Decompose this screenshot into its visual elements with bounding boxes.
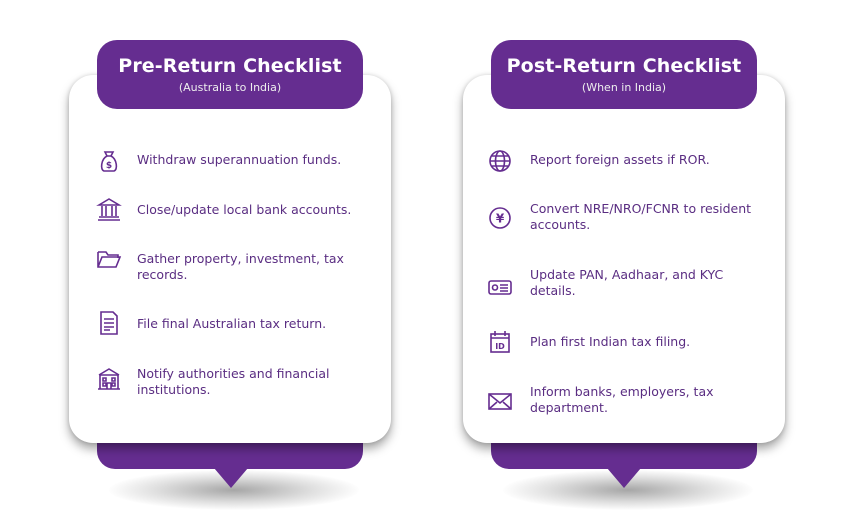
svg-text:¥: ¥ [496, 212, 505, 226]
panel-subtitle: (Australia to India) [178, 81, 282, 94]
item-text: Convert NRE/NRO/FCNR to resident account… [530, 201, 752, 232]
post-return-header: Post-Return Checklist (When in India) [491, 40, 757, 109]
id-card-icon [486, 273, 514, 301]
item-text: Report foreign assets if ROR. [530, 152, 710, 167]
pre-return-header: Pre-Return Checklist (Australia to India… [97, 40, 363, 109]
item-text: Inform banks, employers, tax department. [530, 384, 714, 415]
item-text: Gather property, investment, tax records… [137, 251, 344, 282]
item-text: Plan first Indian tax filing. [530, 334, 691, 349]
currency-icon: ¥ [486, 204, 514, 232]
panel-subtitle: (When in India) [581, 81, 667, 94]
panel-pointer [214, 468, 248, 488]
folder-icon [95, 245, 123, 273]
pre-return-panel: $ Withdraw superannuation funds. Close/u… [69, 0, 399, 527]
item-text: Withdraw superannuation funds. [137, 152, 342, 167]
envelope-icon [486, 387, 514, 415]
calendar-id-icon: ID [486, 328, 514, 356]
item-text: Notify authorities and financial institu… [137, 366, 330, 397]
panel-title: Post-Return Checklist [506, 55, 742, 77]
svg-text:ID: ID [495, 342, 505, 351]
post-return-card: Report foreign assets if ROR. ¥ Convert … [463, 75, 785, 443]
panel-title: Pre-Return Checklist [118, 55, 342, 77]
money-bag-icon: $ [95, 147, 123, 175]
svg-text:$: $ [106, 161, 112, 171]
item-text: File final Australian tax return. [137, 316, 327, 331]
bank-icon [95, 195, 123, 223]
globe-icon [486, 147, 514, 175]
item-text: Close/update local bank accounts. [137, 202, 352, 217]
document-icon [95, 309, 123, 337]
panel-pointer [607, 468, 641, 488]
pre-return-card: $ Withdraw superannuation funds. Close/u… [69, 75, 391, 443]
building-icon [95, 365, 123, 393]
item-text: Update PAN, Aadhaar, and KYC details. [530, 267, 724, 298]
post-return-panel: Report foreign assets if ROR. ¥ Convert … [463, 0, 793, 527]
